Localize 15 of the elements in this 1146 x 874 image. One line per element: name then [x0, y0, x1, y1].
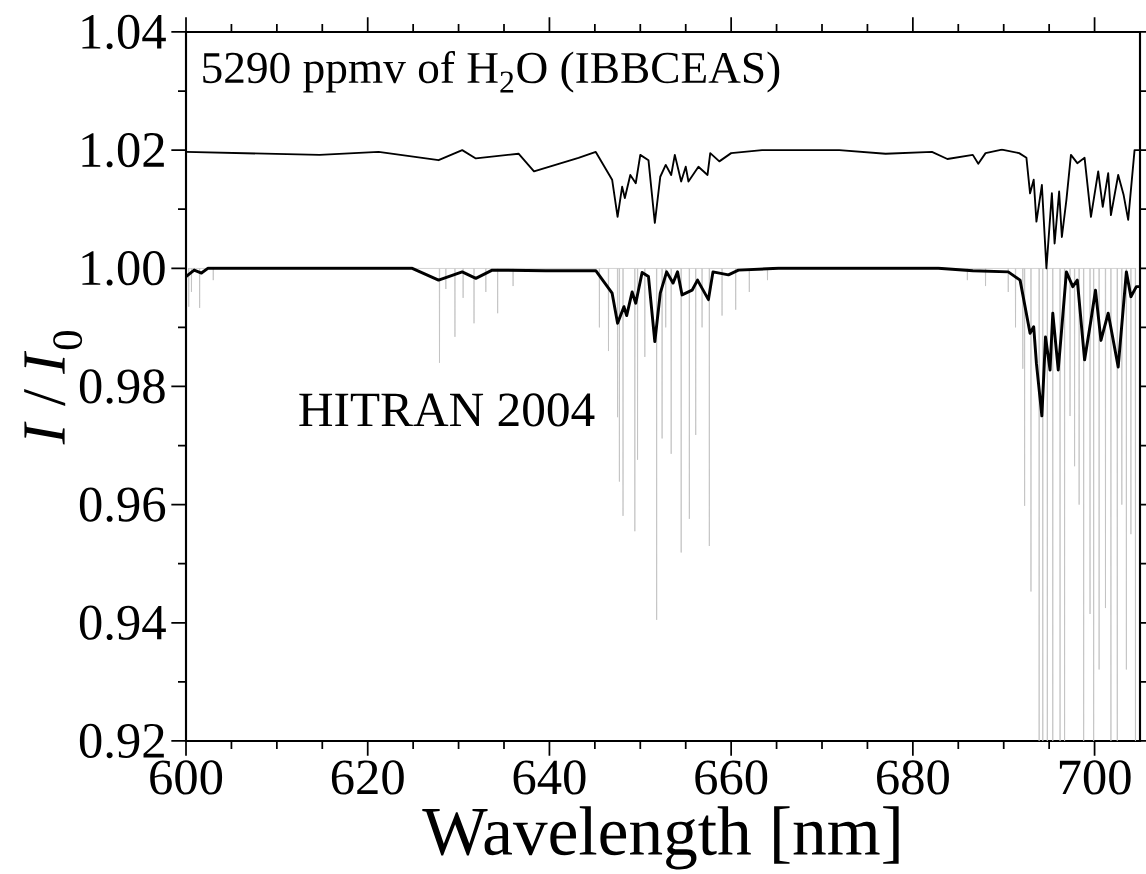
x-tick-label: 680 [877, 760, 949, 795]
y-tick-label: 1.00 [82, 251, 165, 286]
y-tick-label: 0.94 [79, 605, 166, 641]
y-tick-label: 0.92 [79, 723, 164, 759]
x-axis-title: Wavelength [nm] [422, 806, 899, 870]
x-tick-label: 640 [513, 760, 586, 795]
y-tick-label: 1.04 [82, 14, 166, 50]
y-tick-label: 0.96 [79, 487, 166, 522]
x-tick-label: 700 [1059, 760, 1131, 795]
annotation: HITRAN 2004 [299, 393, 595, 427]
annotation: 5290 ppmv of H$_{2}$O (IBBCEAS) [203, 50, 780, 93]
y-tick-label: 1.02 [82, 132, 164, 168]
x-tick-label: 620 [331, 760, 404, 795]
x-tick-label: 600 [150, 760, 223, 795]
x-tick-label: 660 [695, 760, 768, 795]
